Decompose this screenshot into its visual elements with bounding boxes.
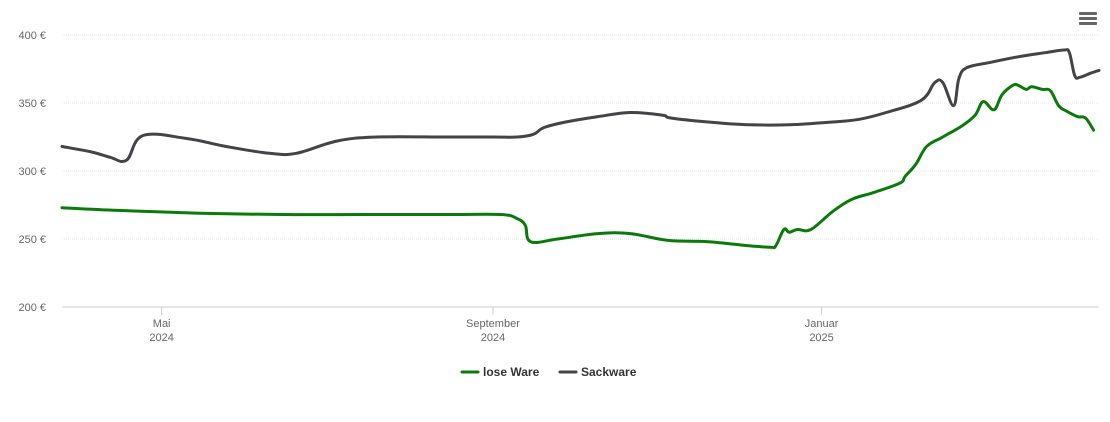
menu-bar <box>1079 22 1097 25</box>
hamburger-menu-icon[interactable] <box>1076 10 1100 32</box>
series <box>60 48 1101 250</box>
y-tick-label: 350 € <box>18 98 46 110</box>
y-tick-label: 400 € <box>18 30 46 42</box>
legend-label: Sackware <box>581 365 637 379</box>
x-axis: Mai 2024 September 2024 Januar 2025 <box>149 307 839 344</box>
series-line-lose-ware[interactable] <box>60 82 1096 250</box>
menu-bar <box>1079 17 1097 20</box>
legend-label: lose Ware <box>483 365 540 379</box>
legend-item[interactable]: lose Ware <box>460 365 540 379</box>
x-tick-year: 2024 <box>149 332 173 344</box>
legend: lose Ware Sackware <box>460 365 637 379</box>
series-line-sackware[interactable] <box>60 48 1101 164</box>
grid <box>62 34 1099 240</box>
legend-item[interactable]: Sackware <box>558 365 637 379</box>
y-axis-labels: 200 € 250 € 300 € 350 € 400 € <box>18 30 46 314</box>
x-tick-month: Januar <box>805 318 839 330</box>
y-tick-label: 200 € <box>18 302 46 314</box>
x-tick-year: 2025 <box>809 332 833 344</box>
y-tick-label: 250 € <box>18 234 46 246</box>
y-tick-label: 300 € <box>18 166 46 178</box>
x-tick-year: 2024 <box>481 332 505 344</box>
x-tick-month: September <box>466 318 520 330</box>
menu-bar <box>1079 12 1097 15</box>
x-tick-month: Mai <box>153 318 171 330</box>
